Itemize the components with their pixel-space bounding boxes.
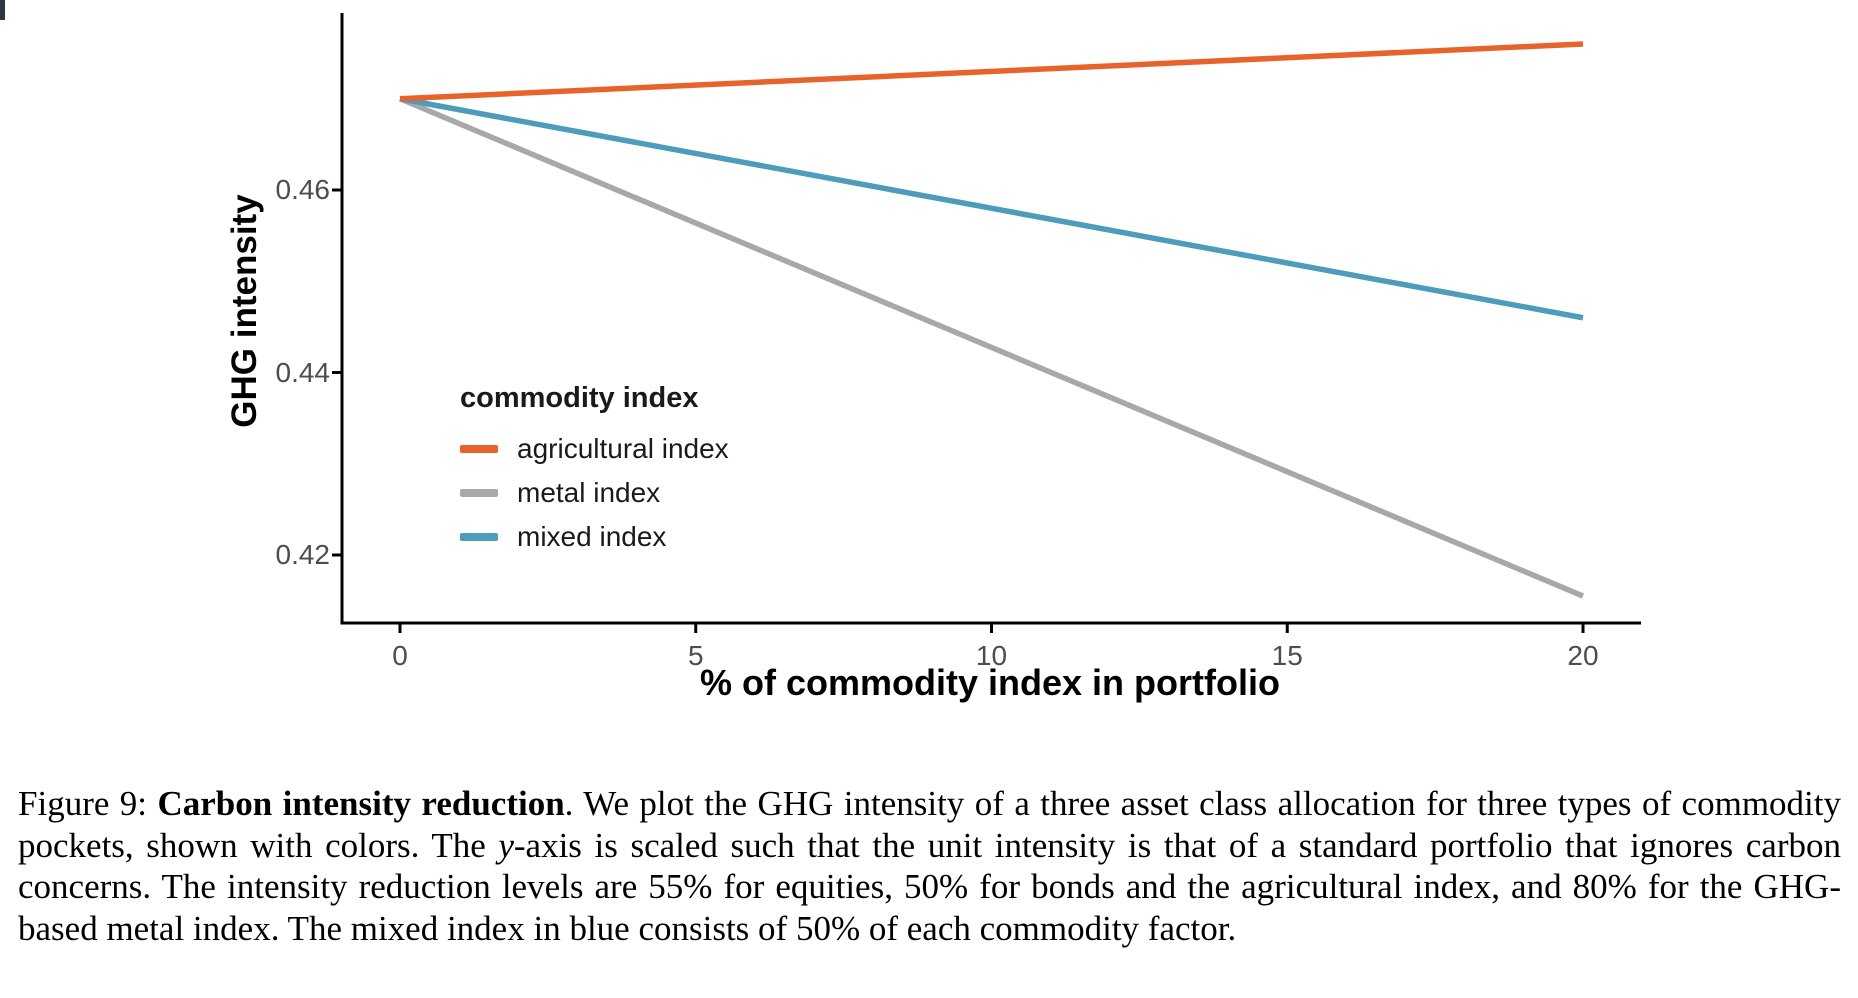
figure-caption: Figure 9: Carbon intensity reduction. We…	[18, 783, 1841, 949]
legend-swatch-icon	[460, 533, 498, 541]
x-tick-label: 10	[975, 640, 1008, 671]
legend-item-mixed-index: mixed index	[460, 515, 729, 559]
y-axis-title: GHG intensity	[225, 194, 264, 428]
y-tick-label: 0.42	[275, 539, 331, 570]
caption-segment: -axis is scaled such that the unit inten…	[18, 825, 1841, 948]
legend-items: agricultural index metal index mixed index	[460, 427, 729, 559]
x-tick-label: 15	[1271, 640, 1303, 671]
legend-swatch-icon	[460, 489, 498, 497]
legend-label: agricultural index	[517, 433, 729, 464]
window-edge-artifact	[0, 0, 5, 20]
legend-title: commodity index	[460, 382, 699, 414]
chart-annotation-layer: GHG intensity % of commodity index in po…	[225, 174, 1599, 703]
x-axis-title: % of commodity index in portfolio	[700, 662, 1280, 703]
x-tick-label: 20	[1567, 640, 1599, 671]
line-chart	[332, 13, 1641, 633]
legend-label: mixed index	[517, 521, 667, 552]
legend-swatch-icon	[460, 445, 498, 453]
caption-segment: Figure 9:	[18, 784, 158, 823]
x-tick-label: 5	[687, 640, 704, 671]
caption-segment: y	[498, 825, 514, 865]
x-tick-label: 0	[392, 640, 408, 671]
y-tick-label: 0.46	[275, 174, 331, 205]
legend-item-agricultural-index: agricultural index	[460, 427, 729, 471]
series-line-agricultural-index	[399, 41, 1584, 102]
caption-segment: . We plot the GHG intensity of a three a…	[18, 784, 1841, 865]
chart-legend: commodity index agricultural index metal …	[460, 382, 729, 559]
legend-label: metal index	[517, 477, 661, 508]
y-tick-label: 0.44	[275, 356, 331, 388]
legend-item-metal-index: metal index	[460, 471, 729, 515]
series-line-mixed-index	[399, 96, 1584, 321]
series-line-metal-index	[398, 96, 1585, 599]
caption-segment: Carbon intensity reduction	[157, 784, 565, 823]
